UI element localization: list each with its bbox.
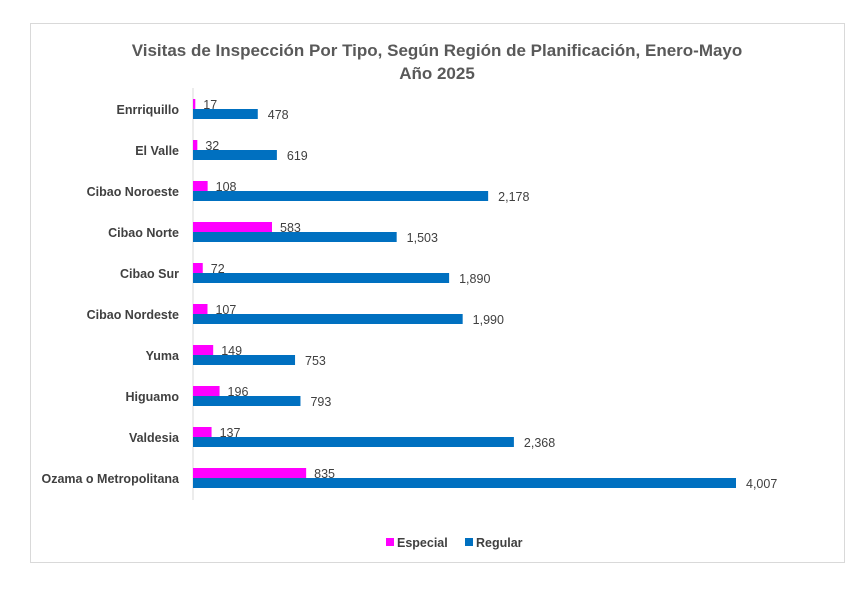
bar-regular <box>193 355 296 365</box>
bar-regular <box>193 396 301 406</box>
bar-regular <box>193 191 489 201</box>
data-label-regular: 2,368 <box>524 436 555 450</box>
category-label: Cibao Norte <box>108 226 179 240</box>
data-label-regular: 4,007 <box>746 477 777 491</box>
bar-regular <box>193 437 514 447</box>
legend-swatch-especial <box>386 538 394 546</box>
chart-title-line2: Año 2025 <box>399 64 475 83</box>
data-label-especial: 149 <box>221 344 242 358</box>
category-label: El Valle <box>135 144 179 158</box>
bar-especial <box>193 468 307 478</box>
bar-especial <box>193 181 208 191</box>
bar-especial <box>193 263 203 273</box>
chart-frame <box>30 23 845 563</box>
bar-especial <box>193 345 214 355</box>
category-label: Cibao Noroeste <box>87 185 179 199</box>
data-label-regular: 619 <box>287 149 308 163</box>
category-label: Valdesia <box>129 431 180 445</box>
data-label-especial: 196 <box>228 385 249 399</box>
bar-regular <box>193 150 277 160</box>
data-label-especial: 107 <box>215 303 236 317</box>
bar-especial <box>193 140 198 150</box>
category-label: Ozama o Metropolitana <box>41 472 180 486</box>
data-label-regular: 2,178 <box>498 190 529 204</box>
bar-regular <box>193 478 736 488</box>
data-label-especial: 583 <box>280 221 301 235</box>
data-label-especial: 32 <box>205 139 219 153</box>
data-label-especial: 72 <box>211 262 225 276</box>
legend-label-regular: Regular <box>476 536 523 550</box>
chart-title: Visitas de Inspección Por Tipo, Según Re… <box>132 41 743 60</box>
data-label-regular: 1,503 <box>407 231 438 245</box>
data-label-especial: 137 <box>220 426 241 440</box>
category-label: Cibao Nordeste <box>87 308 179 322</box>
bar-regular <box>193 109 258 119</box>
category-label: Higuamo <box>126 390 180 404</box>
data-label-especial: 108 <box>216 180 237 194</box>
legend-swatch-regular <box>465 538 473 546</box>
bar-regular <box>193 314 463 324</box>
data-label-regular: 793 <box>310 395 331 409</box>
bar-especial <box>193 427 212 437</box>
bar-especial <box>193 386 220 396</box>
data-label-regular: 1,890 <box>459 272 490 286</box>
data-label-especial: 835 <box>314 467 335 481</box>
bar-especial <box>193 222 273 232</box>
bar-regular <box>193 232 397 242</box>
category-label: Cibao Sur <box>120 267 179 281</box>
bar-especial <box>193 99 196 109</box>
category-label: Enrriquillo <box>117 103 180 117</box>
bar-especial <box>193 304 208 314</box>
data-label-regular: 753 <box>305 354 326 368</box>
data-label-especial: 17 <box>203 98 217 112</box>
legend-label-especial: Especial <box>397 536 448 550</box>
category-label: Yuma <box>146 349 180 363</box>
bar-regular <box>193 273 450 283</box>
data-label-regular: 1,990 <box>473 313 504 327</box>
data-label-regular: 478 <box>268 108 289 122</box>
